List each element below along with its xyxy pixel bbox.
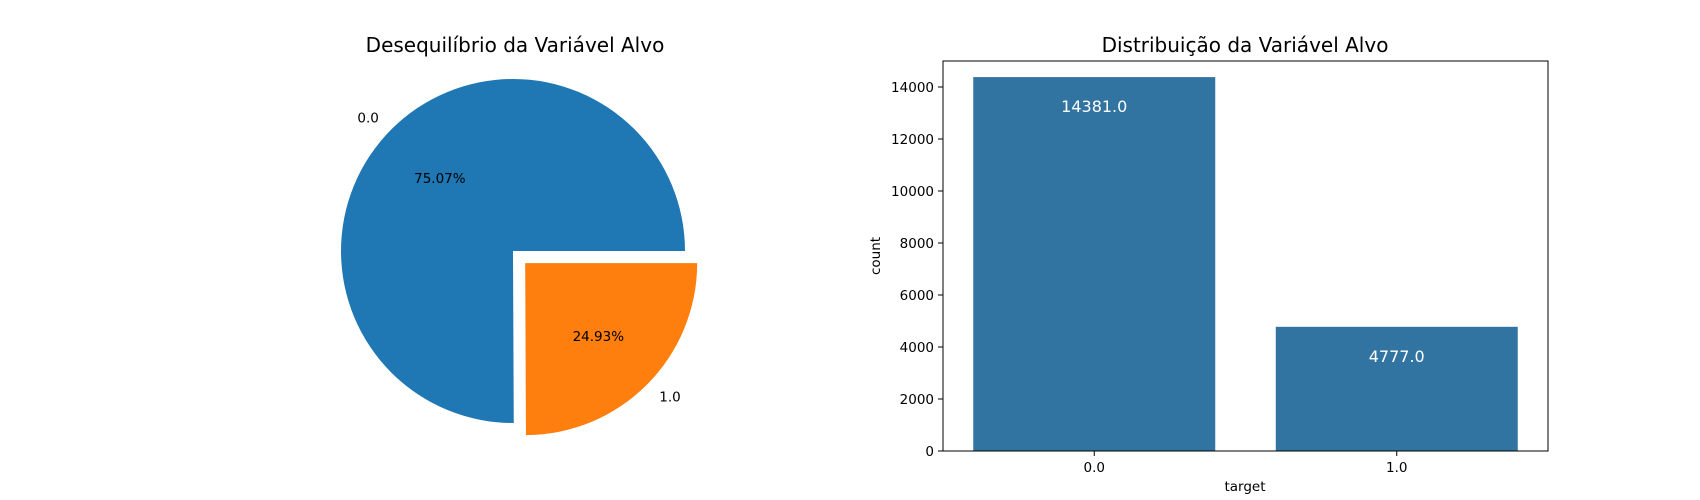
x-tick-label-0: 0.0	[1084, 460, 1105, 476]
bars: 14381.0 4777.0	[973, 77, 1518, 452]
y-tick-label-1: 2000	[900, 392, 934, 408]
x-tick-label-1: 1.0	[1386, 460, 1407, 476]
bar-1	[1275, 326, 1518, 451]
pie-chart-title: Desequilíbrio da Variável Alvo	[366, 33, 665, 57]
pie-percent-0: 75.07%	[414, 171, 466, 187]
pie-chart: Desequilíbrio da Variável Alvo 0.0 1.0 7…	[340, 33, 698, 436]
bar-0	[973, 77, 1216, 452]
pie-percent-1: 24.93%	[573, 329, 625, 345]
bar-chart-title: Distribuição da Variável Alvo	[1102, 33, 1389, 57]
y-tick-label-5: 10000	[891, 184, 934, 200]
y-tick-label-6: 12000	[891, 132, 934, 148]
bar-data-label-0: 14381.0	[1061, 97, 1127, 116]
bar-data-label-1: 4777.0	[1369, 347, 1425, 366]
x-axis: 0.0 1.0	[1084, 451, 1407, 476]
y-tick-label-2: 4000	[900, 340, 934, 356]
y-tick-label-7: 14000	[891, 80, 934, 96]
y-tick-label-3: 6000	[900, 288, 934, 304]
pie-label-1: 1.0	[659, 390, 680, 406]
y-tick-label-0: 0	[925, 444, 934, 460]
pie-slice-1	[525, 263, 698, 436]
y-tick-label-4: 8000	[900, 236, 934, 252]
pie-slice-0	[340, 78, 685, 423]
pie-label-0: 0.0	[357, 111, 378, 127]
plot-frame	[942, 60, 1549, 452]
y-axis: 0 2000 4000 6000 8000 10000 12000 14000	[891, 80, 943, 460]
y-axis-label: count	[868, 237, 884, 275]
x-axis-label: target	[1224, 479, 1265, 495]
bar-chart: Distribuição da Variável Alvo 14381.0 477…	[868, 33, 1549, 495]
